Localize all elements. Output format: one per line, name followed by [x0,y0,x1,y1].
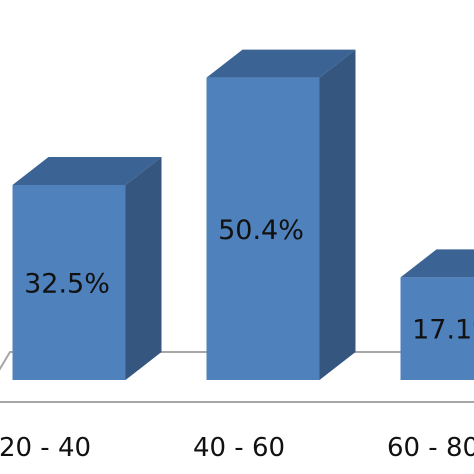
bar-data-label: 32.5% [24,269,110,300]
bar-top-face [12,157,162,185]
bar-top-face [400,249,474,278]
bar-data-label: 17.1% [412,315,474,346]
bar-1: 32.5% [12,157,162,380]
bar-3: 17.1% [400,249,474,380]
x-tick-label: 20 - 40 [0,433,91,463]
x-tick-label: 60 - 80 [387,433,474,463]
bar-top-face [206,49,356,78]
bar-2: 50.4% [206,49,356,380]
bar-data-label: 50.4% [218,215,304,246]
x-tick-label: 40 - 60 [193,433,285,463]
bar-front-face [12,185,126,380]
bar-side-face [125,157,162,380]
bar-front-face [400,277,474,380]
bar-series: 32.5% 50.4% 17.1% [12,49,474,380]
bar-side-face [319,49,356,380]
bar-front-face [206,77,320,380]
x-axis-tick-labels: 20 - 40 40 - 60 60 - 80 [0,433,474,463]
